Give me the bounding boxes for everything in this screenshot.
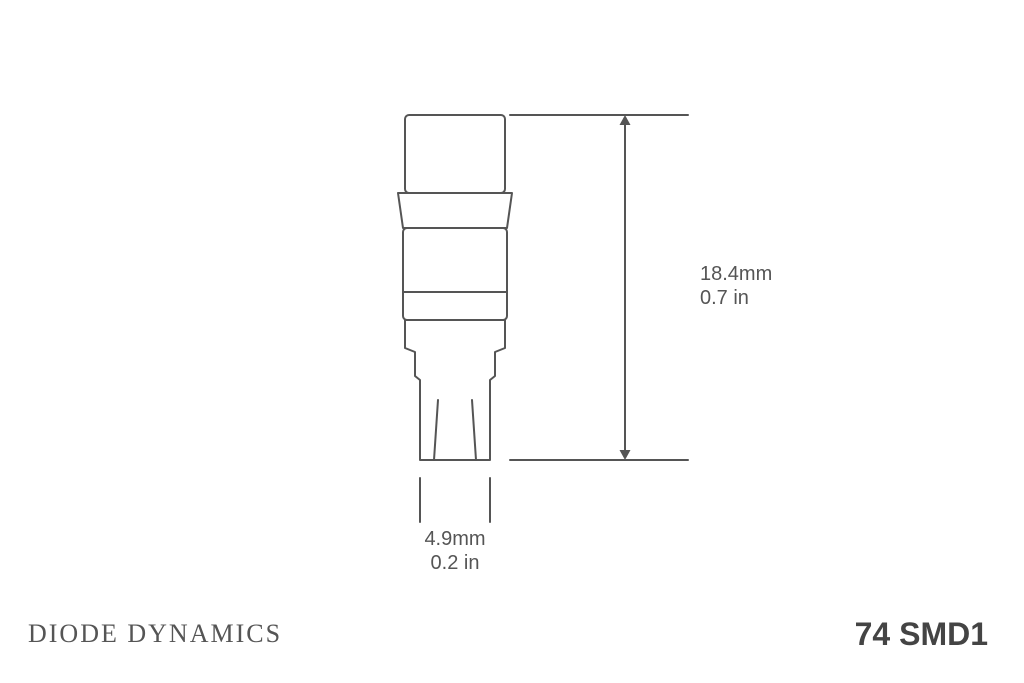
svg-text:0.7 in: 0.7 in [700,287,749,309]
svg-text:4.9mm: 4.9mm [424,528,485,550]
svg-text:18.4mm: 18.4mm [700,263,772,285]
product-name: 74 SMD1 [855,616,988,653]
svg-text:0.2 in: 0.2 in [431,552,480,574]
brand-text: DIODE DYNAMICS [28,619,282,649]
